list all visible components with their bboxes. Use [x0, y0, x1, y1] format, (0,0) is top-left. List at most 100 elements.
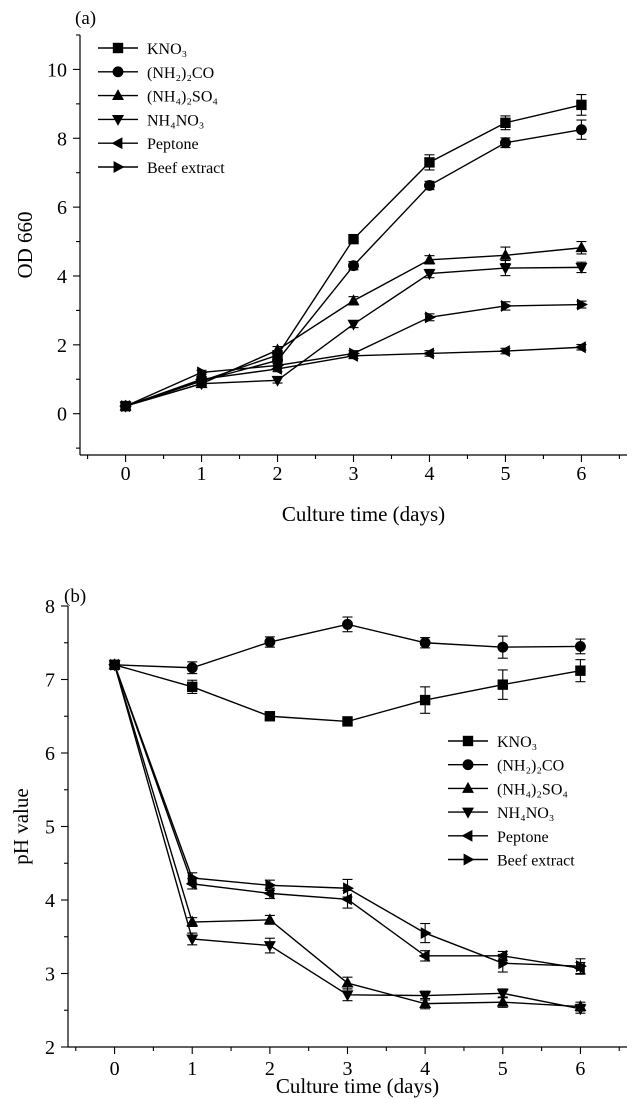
data-point [574, 640, 586, 652]
data-point [419, 637, 431, 649]
data-point [500, 117, 511, 128]
panel-label: (a) [75, 8, 96, 29]
data-point [575, 241, 588, 253]
data-point [499, 263, 512, 275]
data-point [497, 679, 508, 690]
legend-marker [113, 161, 125, 173]
y-tick-label: 5 [45, 817, 55, 839]
data-point [343, 882, 354, 895]
legend-label: (NH₂)₂CO [147, 65, 214, 82]
chart-panel-a: (a) 0 1 2 3 4 5 6 0 2 4 6 8 10 Culture time (days) OD 6… [13, 8, 627, 526]
panel-label: (b) [64, 586, 86, 607]
data-point [424, 157, 435, 168]
legend-label: KNO₃ [147, 41, 187, 58]
legend-marker [111, 137, 123, 150]
chart-panel-b: (b) 0 1 2 3 4 5 6 2 3 4 5 6 7 8 Culture time (days) pH v… [9, 586, 627, 1098]
x-tick-label: 0 [110, 1058, 120, 1080]
data-point [264, 636, 276, 648]
data-point [342, 716, 353, 727]
y-tick-label: 0 [57, 404, 67, 426]
data-point [419, 991, 432, 1003]
y-tick-label: 6 [45, 743, 55, 765]
legend-marker [462, 759, 474, 771]
x-axis-title: Culture time (days) [282, 502, 445, 526]
x-tick-label: 0 [121, 463, 131, 485]
legend-label: Peptone [147, 136, 199, 153]
data-point [496, 995, 509, 1007]
data-point [575, 124, 587, 136]
data-point [186, 662, 198, 674]
x-tick-label: 1 [187, 1058, 197, 1080]
data-point [197, 366, 209, 379]
x-tick-label: 6 [576, 463, 586, 485]
data-point [273, 359, 285, 372]
data-point [185, 877, 197, 890]
data-point [498, 957, 510, 970]
legend-label: Peptone [497, 829, 549, 846]
series-square [109, 659, 586, 727]
legend-label: (NH₂)₂CO [497, 758, 564, 775]
y-tick-label: 4 [57, 266, 67, 288]
data-point [264, 711, 276, 722]
data-point [574, 341, 586, 354]
data-point [271, 375, 284, 387]
x-tick-label: 5 [498, 1058, 508, 1080]
data-point [349, 347, 360, 360]
x-tick-label: 2 [273, 463, 283, 485]
legend-label: (NH₄)₂SO₄ [497, 781, 568, 798]
legend-marker [463, 853, 475, 866]
legend-marker [461, 829, 473, 842]
data-point [419, 694, 431, 706]
data-point [348, 260, 359, 272]
data-point [341, 990, 354, 1002]
data-point [265, 879, 277, 892]
data-point [263, 941, 276, 953]
data-point [422, 347, 434, 360]
y-axis-title: pH value [9, 788, 33, 864]
y-tick-label: 4 [45, 890, 55, 912]
legend: KNO₃ (NH₂)₂CO (NH₄)₂SO₄ NH₄NO₃ Peptone Beef e… [98, 41, 225, 177]
data-point [342, 618, 353, 630]
data-point [420, 927, 432, 940]
x-tick-label: 6 [575, 1058, 585, 1080]
data-point [419, 997, 432, 1009]
y-tick-label: 6 [57, 197, 67, 219]
data-point [496, 949, 508, 962]
legend-marker [462, 807, 474, 819]
series-circle [109, 616, 586, 675]
data-point [425, 311, 436, 324]
data-point [263, 913, 276, 925]
legend-marker [112, 66, 124, 78]
data-point [341, 893, 352, 906]
data-point [497, 641, 509, 653]
x-axis-title: Culture time (days) [276, 1074, 439, 1098]
x-tick-label: 1 [197, 463, 207, 485]
x-tick-label: 4 [424, 463, 434, 485]
data-point [418, 949, 430, 962]
data-point [499, 137, 511, 149]
y-tick-label: 2 [45, 1037, 55, 1059]
data-point [424, 179, 435, 191]
data-point [341, 976, 354, 988]
data-point [110, 658, 122, 671]
data-point [575, 262, 588, 274]
series-triangle-down [119, 259, 588, 413]
data-point [423, 269, 436, 281]
y-tick-label: 2 [57, 335, 67, 357]
x-tick-label: 5 [500, 463, 510, 485]
data-point [186, 934, 199, 946]
data-point [576, 298, 588, 311]
series-triangle-right [109, 658, 587, 975]
data-point [501, 299, 512, 312]
y-tick-label: 8 [57, 128, 67, 150]
data-point [496, 988, 509, 1000]
y-tick-label: 3 [45, 964, 55, 986]
series-line [114, 664, 581, 723]
series-triangle-right [121, 298, 588, 413]
legend-label: NH₄NO₃ [147, 112, 204, 129]
x-tick-label: 4 [420, 1058, 430, 1080]
data-point [576, 99, 587, 111]
y-tick-label: 10 [47, 59, 67, 81]
legend-label: NH₄NO₃ [497, 805, 554, 822]
data-point [347, 319, 360, 331]
